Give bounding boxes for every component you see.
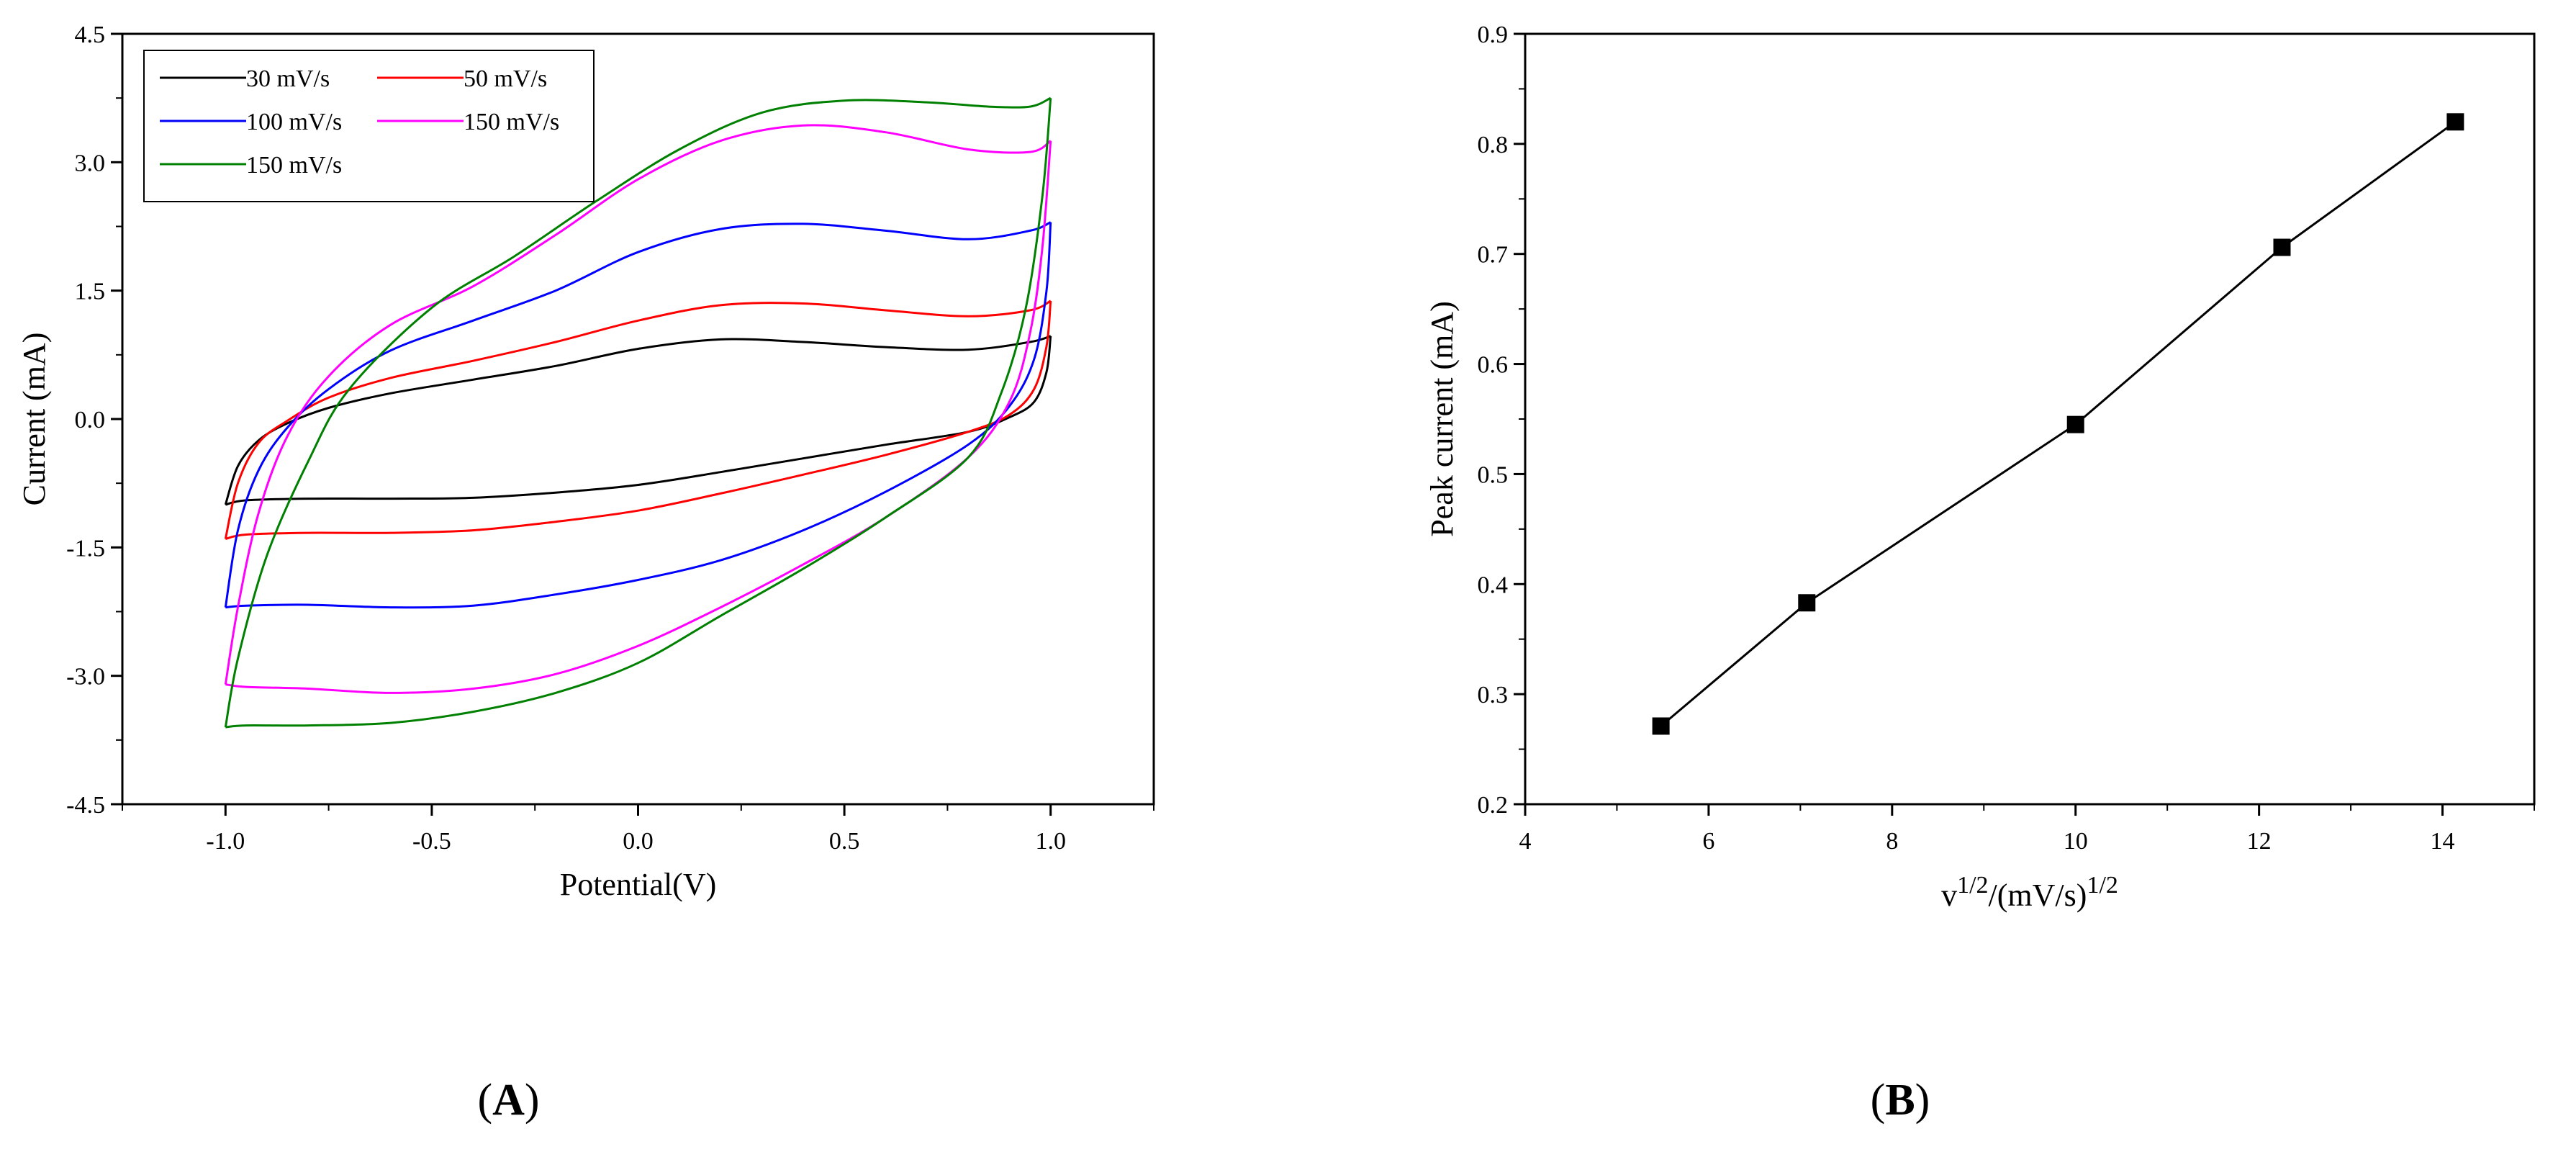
data-point-marker: [1798, 594, 1816, 612]
cv-curve-cathodic-5: [225, 98, 1052, 729]
panel-b-x-tick-label: 8: [1886, 828, 1898, 855]
panel-b-label: (B): [1871, 1076, 1930, 1125]
panel-b-chart: 4 6 8 10 12 140.20.30.40.50.60.70.80.9 v1/2/(…: [1424, 22, 2536, 1125]
cv-curve-anodic-5: [224, 96, 1052, 728]
panel-a-y-tick-label: 0.0: [75, 407, 106, 433]
panel-a-x-tick-label: 1.0: [1035, 828, 1066, 855]
panel-a-x-tick-label: -1.0: [206, 828, 245, 855]
panel-b-x-axis-title: v1/2/(mV/s)1/2: [1941, 872, 2118, 913]
cv-curve-cathodic-3: [225, 222, 1052, 609]
panel-a-chart: -1.0 -0.5 0.0 0.5 1.0 -4.5 -3.0 -1.5 0.0 1.5 3.0 4.…: [17, 22, 1155, 1125]
panel-b-x-tick-label: 6: [1702, 828, 1714, 855]
panel-a-letter: A: [492, 1076, 525, 1125]
panel-a-y-tick-label: 3.0: [75, 150, 106, 176]
cv-curve-cathodic-1: [225, 336, 1052, 506]
panel-a-x-axis-title: Potential(V): [560, 867, 717, 902]
x-label-main: v: [1941, 878, 1957, 913]
panel-a-y-tick-label: -3.0: [66, 664, 105, 690]
panel-b-x-tick-label: 4: [1519, 828, 1532, 855]
cv-curve-cathodic-4: [225, 140, 1052, 694]
panel-b-x-tick-label: 12: [2247, 828, 2272, 855]
panel-a-y-axis-title: Current (mA): [17, 333, 52, 506]
x-label-mid: /(mV/s): [1989, 878, 2087, 913]
x-label-sup1: 1/2: [1957, 872, 1988, 899]
legend-label: 30 mV/s: [246, 66, 330, 92]
panel-a-legend: 30 mV/s 50 mV/s 100 mV/s 150 mV/s 150 mV/s: [143, 50, 595, 202]
panel-b-letter: B: [1885, 1076, 1915, 1125]
panel-b-x-tick-label: 10: [2064, 828, 2088, 855]
panel-a-label: (A): [477, 1076, 539, 1125]
panel-b-y-tick-label: 0.3: [1478, 682, 1509, 708]
panel-b-y-tick-label: 0.4: [1478, 572, 1509, 598]
panel-b-y-tick-label: 0.5: [1478, 462, 1509, 488]
panel-a-y-tick-label: 1.5: [75, 279, 106, 305]
data-point-marker: [2066, 415, 2084, 433]
legend-label: 100 mV/s: [246, 109, 342, 135]
panel-a-x-tick-label: -0.5: [412, 828, 451, 855]
panel-a-x-tick-label: 0.0: [623, 828, 654, 855]
data-point-marker: [2446, 113, 2464, 131]
cv-curve-anodic-1: [224, 335, 1052, 505]
panel-a-series-group: [224, 96, 1052, 729]
cv-curve-anodic-4: [224, 124, 1052, 685]
panel-b-y-tick-label: 0.8: [1478, 132, 1509, 158]
panel-a-x-tick-label: 0.5: [829, 828, 860, 855]
panel-a-y-tick-label: -1.5: [66, 535, 105, 562]
panel-b-y-tick-label: 0.6: [1478, 352, 1509, 379]
cv-curve-anodic-3: [224, 221, 1052, 608]
panel-a-axis-ticks: -1.0 -0.5 0.0 0.5 1.0 -4.5 -3.0 -1.5 0.0 1.5 3.0 4.…: [66, 22, 1154, 855]
panel-b-x-tick-label: 14: [2431, 828, 2455, 855]
data-point-marker: [1652, 717, 1670, 735]
panel-b-axis-ticks: 4 6 8 10 12 14 0.2 0.3 0.4 0.5 0.6 0.7 0.8 0.9: [1478, 22, 2535, 855]
panel-b-y-tick-label: 0.7: [1478, 242, 1509, 269]
panel-a-legend-box: [143, 50, 595, 202]
cv-curve-anodic-2: [224, 300, 1052, 539]
legend-label: 150 mV/s: [464, 109, 559, 135]
panel-a-y-tick-label: -4.5: [66, 792, 105, 819]
panel-b-y-tick-label: 0.2: [1478, 792, 1509, 819]
panel-b-series-group: [1652, 113, 2464, 735]
cv-curve-cathodic-2: [225, 300, 1052, 540]
panel-a-y-tick-label: 4.5: [75, 22, 106, 48]
data-point-marker: [2273, 238, 2291, 256]
x-label-sup2: 1/2: [2087, 872, 2118, 899]
legend-label: 50 mV/s: [464, 66, 547, 92]
panel-b-y-tick-label: 0.9: [1478, 22, 1509, 48]
panel-b-plot-frame: [1524, 32, 2536, 806]
panel-b-y-axis-title: Peak current (mA): [1424, 301, 1460, 536]
peak-current-line: [1660, 121, 2457, 727]
legend-label: 150 mV/s: [246, 152, 342, 179]
